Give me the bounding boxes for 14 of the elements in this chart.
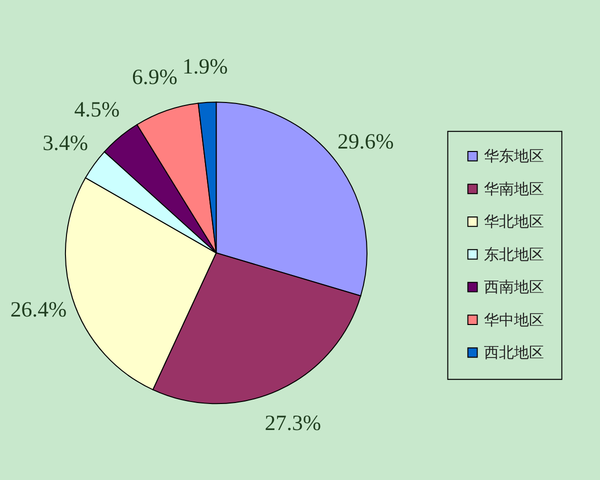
- data-label: 1.9%: [182, 54, 228, 79]
- legend-label: 东北地区: [484, 245, 544, 264]
- data-label: 27.3%: [264, 410, 322, 435]
- data-label: 4.5%: [74, 98, 120, 122]
- legend-label: 华南地区: [484, 180, 544, 198]
- legend-label: 华东地区: [484, 147, 544, 166]
- legend-label: 华北地区: [484, 212, 544, 231]
- data-label: 6.9%: [132, 64, 178, 89]
- data-label: 26.4%: [10, 297, 67, 322]
- legend-label: 华中地区: [484, 310, 544, 329]
- data-label: 29.6%: [337, 129, 394, 154]
- legend-label: 西北地区: [484, 344, 544, 362]
- legend-label: 西南地区: [484, 278, 544, 296]
- data-label: 3.4%: [42, 131, 88, 156]
